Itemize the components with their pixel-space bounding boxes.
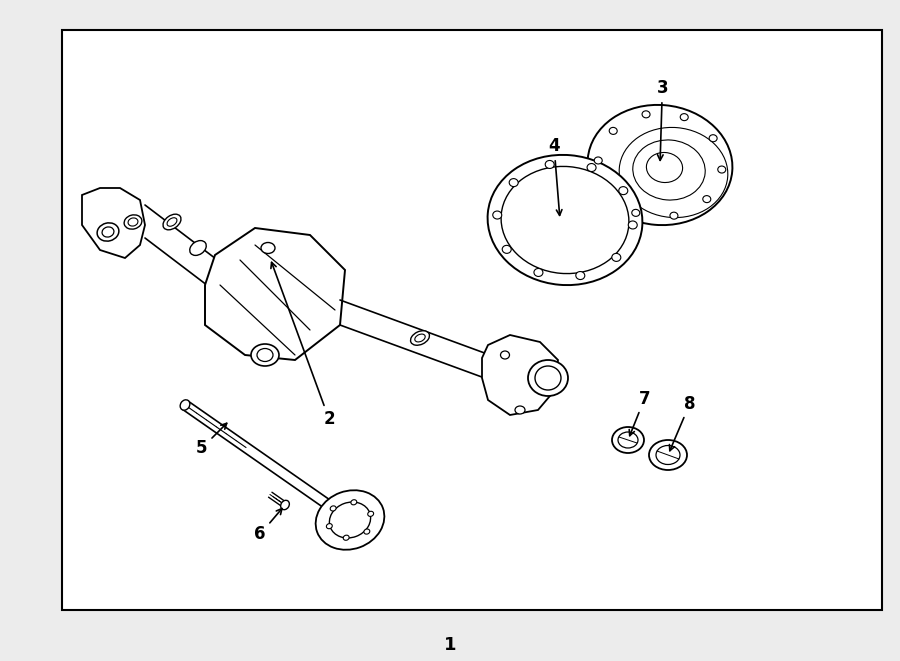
Ellipse shape xyxy=(488,155,643,285)
Text: 1: 1 xyxy=(444,636,456,654)
Ellipse shape xyxy=(535,366,561,390)
Ellipse shape xyxy=(410,330,429,345)
Ellipse shape xyxy=(343,535,349,540)
Ellipse shape xyxy=(587,163,596,172)
Ellipse shape xyxy=(364,529,370,534)
Ellipse shape xyxy=(618,432,638,448)
Ellipse shape xyxy=(501,167,629,274)
Text: 6: 6 xyxy=(255,525,266,543)
Ellipse shape xyxy=(619,186,628,194)
Polygon shape xyxy=(82,188,145,258)
Ellipse shape xyxy=(703,196,711,203)
Ellipse shape xyxy=(628,221,637,229)
Ellipse shape xyxy=(515,406,525,414)
Ellipse shape xyxy=(128,218,138,226)
Ellipse shape xyxy=(612,427,644,453)
Ellipse shape xyxy=(649,440,687,470)
Text: 3: 3 xyxy=(657,79,668,97)
Text: 4: 4 xyxy=(548,137,560,155)
Polygon shape xyxy=(205,228,345,360)
Ellipse shape xyxy=(281,500,290,510)
Text: 7: 7 xyxy=(639,390,651,408)
Ellipse shape xyxy=(163,214,181,230)
Ellipse shape xyxy=(576,272,585,280)
Ellipse shape xyxy=(603,188,611,195)
Ellipse shape xyxy=(329,502,371,538)
Polygon shape xyxy=(482,335,558,415)
Ellipse shape xyxy=(102,227,114,237)
Ellipse shape xyxy=(680,114,688,121)
Ellipse shape xyxy=(368,511,373,516)
Ellipse shape xyxy=(656,446,680,465)
Ellipse shape xyxy=(594,157,602,164)
Ellipse shape xyxy=(493,211,502,219)
Ellipse shape xyxy=(351,500,356,505)
Ellipse shape xyxy=(642,111,650,118)
Ellipse shape xyxy=(180,400,190,410)
Bar xyxy=(62,30,882,610)
Ellipse shape xyxy=(588,105,733,225)
Ellipse shape xyxy=(251,344,279,366)
Text: 5: 5 xyxy=(196,440,207,457)
Text: 2: 2 xyxy=(323,410,335,428)
Ellipse shape xyxy=(632,210,640,216)
Ellipse shape xyxy=(709,135,717,141)
Ellipse shape xyxy=(670,212,678,219)
Ellipse shape xyxy=(545,161,554,169)
Ellipse shape xyxy=(612,253,621,261)
Text: 8: 8 xyxy=(684,395,696,413)
Ellipse shape xyxy=(330,506,336,511)
Ellipse shape xyxy=(509,178,518,186)
Ellipse shape xyxy=(190,241,206,255)
Ellipse shape xyxy=(415,334,425,342)
Ellipse shape xyxy=(124,215,142,229)
Ellipse shape xyxy=(257,348,273,362)
Ellipse shape xyxy=(316,490,384,550)
Ellipse shape xyxy=(97,223,119,241)
Ellipse shape xyxy=(528,360,568,396)
Ellipse shape xyxy=(718,166,725,173)
Ellipse shape xyxy=(534,268,543,276)
Ellipse shape xyxy=(327,524,332,529)
Ellipse shape xyxy=(609,128,617,134)
Ellipse shape xyxy=(261,243,275,254)
Ellipse shape xyxy=(502,245,511,253)
Ellipse shape xyxy=(167,217,177,226)
Ellipse shape xyxy=(500,351,509,359)
